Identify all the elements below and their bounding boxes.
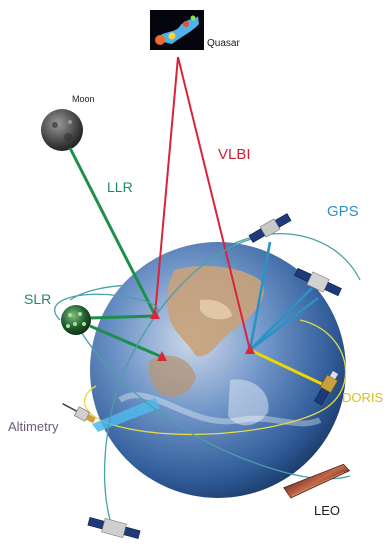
slr-satellite-icon [61,305,91,335]
station-markers [150,309,255,361]
station-marker-slr [157,351,167,361]
gps-label: GPS [327,203,359,220]
doris-satellite-icon [314,370,339,406]
vlbi-label: VLBI [218,146,251,163]
llr-label: LLR [107,179,133,195]
llr-line [68,147,157,316]
vlbi-lines [154,56,251,351]
orbit-doris [83,319,347,436]
gps-satellite-icon-1 [248,213,292,243]
bottom-satellite-icon [87,517,141,539]
moon-icon [41,109,83,151]
quasar-image [150,10,204,50]
station-marker-vlbi-1 [150,309,160,319]
altimetry-label: Altimetry [8,419,59,434]
moon-label: Moon [72,94,95,104]
doris-line [249,348,323,386]
gps-lines [248,241,319,352]
gps-satellite-icon-2 [294,267,342,297]
leo-satellite-icon [283,463,351,499]
quasar-label: Quasar [207,38,240,49]
leo-label: LEO [314,503,341,518]
orbit-slr [54,293,159,321]
doris-label: DORIS [342,390,384,405]
earth [90,242,346,498]
slr-lines [89,314,163,359]
orbit-gps-front [103,235,263,521]
station-marker-vlbi-2 [245,344,255,354]
altimetry-satellite-icon [62,403,96,424]
slr-label: SLR [24,291,52,307]
